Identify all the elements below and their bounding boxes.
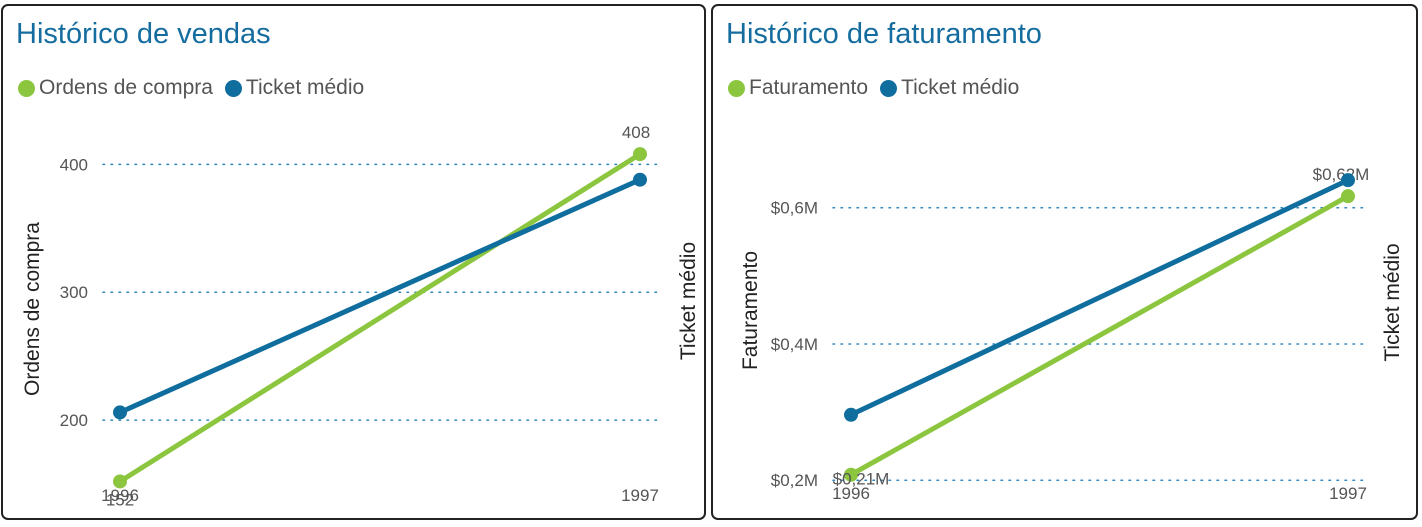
legend-label: Ordens de compra <box>39 76 213 99</box>
y2-axis-title: Ticket médio <box>1381 243 1404 361</box>
data-label: 408 <box>622 123 650 142</box>
series-line-1 <box>848 177 1351 418</box>
x-tick-label: 1997 <box>621 486 659 505</box>
legend-dot-green <box>728 79 745 97</box>
data-point <box>1341 189 1355 204</box>
panel-title: Histórico de faturamento <box>726 18 1042 50</box>
series-line-0 <box>117 151 643 484</box>
y-tick-label: $0,6M <box>771 199 818 218</box>
series-line-1 <box>117 177 643 415</box>
sales-history-chart: 200 300 400 1996 1997 Ordens de compra Ticket … <box>21 123 700 509</box>
sales-history-panel: Histórico de vendas Ordens de compra Tic… <box>1 4 706 520</box>
data-label: 152 <box>106 490 134 509</box>
x-tick-label: 1996 <box>832 484 870 503</box>
data-point <box>113 405 127 420</box>
x-tick-label: 1996 <box>101 486 139 505</box>
chart-legend: Faturamento Ticket médio <box>728 76 1031 100</box>
y-tick-label: 200 <box>60 411 88 430</box>
y-axis-title: Faturamento <box>739 251 762 370</box>
data-point <box>844 407 858 422</box>
y2-axis-title: Ticket médio <box>677 242 700 360</box>
legend-item-ticket[interactable]: Ticket médio <box>224 76 365 100</box>
revenue-history-panel: Histórico de faturamento Faturamento Tic… <box>711 4 1418 520</box>
y-tick-label: 400 <box>60 155 88 174</box>
data-point <box>1341 173 1355 188</box>
y-tick-label: $0,2M <box>771 471 818 490</box>
y-tick-label: 300 <box>60 283 88 302</box>
legend-dot-blue <box>880 79 898 97</box>
chart-legend: Ordens de compra Ticket médio <box>18 76 376 100</box>
data-point <box>633 172 647 187</box>
y-tick-label: $0,4M <box>771 335 818 354</box>
data-point <box>633 147 647 162</box>
data-point <box>113 474 127 489</box>
legend-dot-green <box>18 79 35 97</box>
legend-item-ordens[interactable]: Ordens de compra <box>18 76 213 100</box>
legend-label: Faturamento <box>749 76 869 99</box>
data-point <box>844 467 858 482</box>
legend-item-ticket[interactable]: Ticket médio <box>880 76 1019 100</box>
y-axis-title: Ordens de compra <box>21 222 44 396</box>
series-line-0 <box>848 193 1351 478</box>
revenue-history-chart: $0,2M $0,4M $0,6M 1996 1997 Faturamento Ticket… <box>739 165 1404 503</box>
panel-title: Histórico de vendas <box>16 18 271 50</box>
legend-dot-blue <box>224 79 242 97</box>
legend-label: Ticket médio <box>245 76 365 99</box>
data-label: $0,21M <box>833 470 890 489</box>
legend-label: Ticket médio <box>901 76 1020 99</box>
x-tick-label: 1997 <box>1329 484 1367 503</box>
legend-item-faturamento[interactable]: Faturamento <box>728 76 868 100</box>
data-label: $0,62M <box>1313 165 1370 184</box>
